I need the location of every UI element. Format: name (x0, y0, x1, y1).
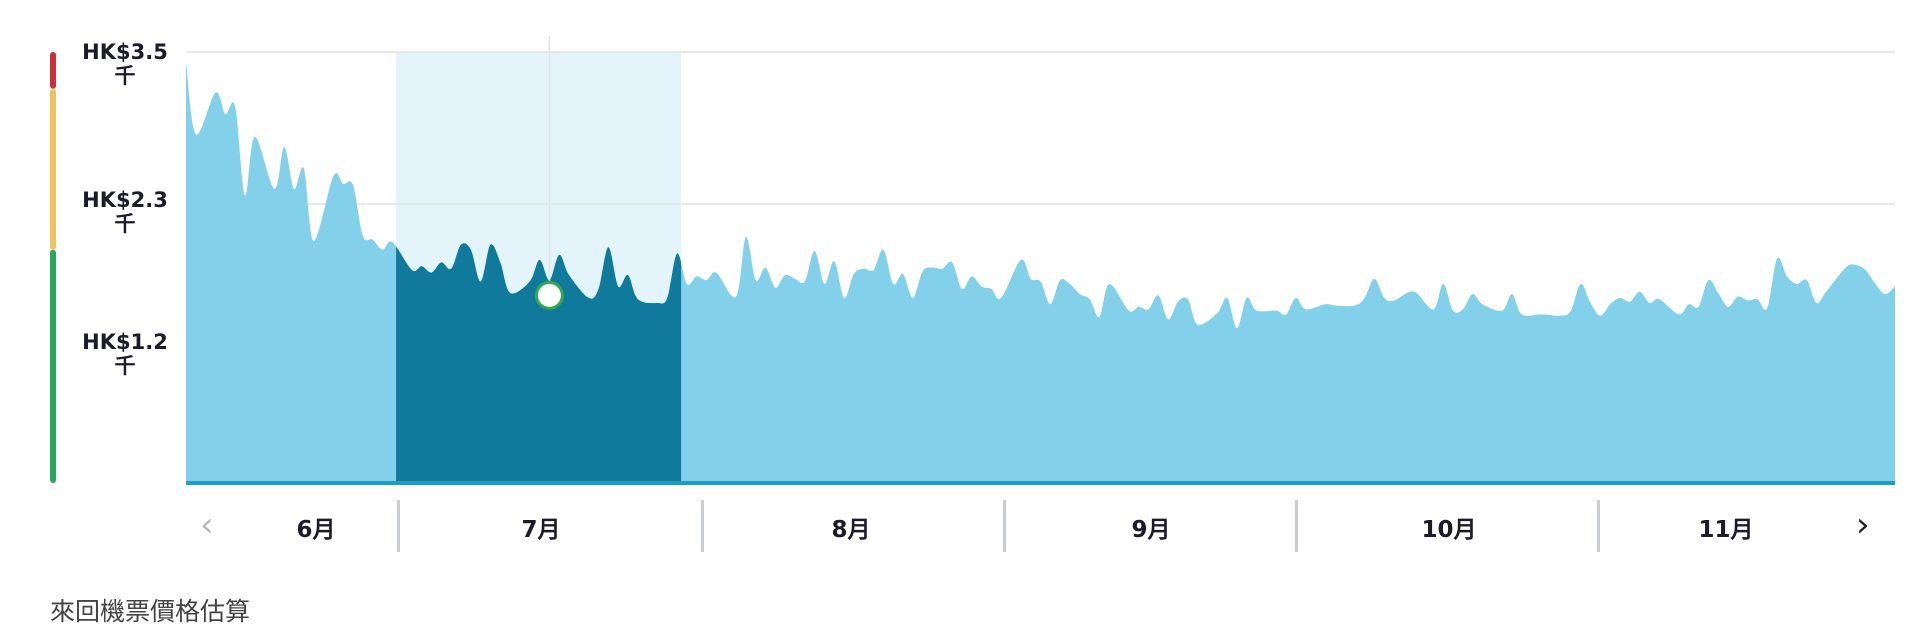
y-tick-label: HK$2.3 (82, 188, 168, 212)
price-band-low (50, 249, 56, 483)
y-tick-1-2: HK$1.2 千 (70, 330, 180, 378)
y-tick-2-3: HK$2.3 千 (70, 188, 180, 236)
month-tab-oct[interactable]: 10月 (1421, 517, 1477, 543)
y-tick-label: HK$3.5 (82, 40, 168, 64)
price-level-bar (50, 52, 56, 483)
price-band-high (50, 52, 56, 89)
y-tick-3-5: HK$3.5 千 (70, 40, 180, 88)
price-band-medium (50, 88, 56, 250)
month-divider (701, 500, 704, 552)
y-tick-unit: 千 (114, 212, 136, 236)
month-divider (1597, 500, 1600, 552)
chevron-right-icon[interactable]: › (1856, 505, 1870, 545)
month-divider (1003, 500, 1006, 552)
month-tab-nov[interactable]: 11月 (1698, 517, 1754, 543)
month-divider (397, 500, 400, 552)
y-tick-label: HK$1.2 (82, 330, 168, 354)
month-tab-jun[interactable]: 6月 (296, 517, 336, 543)
y-tick-unit: 千 (114, 64, 136, 88)
chart-caption: 來回機票價格估算 (50, 597, 251, 626)
selected-price-area[interactable] (186, 62, 1895, 483)
month-divider (1295, 500, 1298, 552)
chevron-left-icon[interactable]: ‹ (200, 505, 214, 545)
month-tab-aug[interactable]: 8月 (831, 517, 871, 543)
month-tab-jul[interactable]: 7月 (521, 517, 561, 543)
selected-point-marker[interactable] (534, 280, 564, 310)
month-tab-sep[interactable]: 9月 (1131, 517, 1171, 543)
y-tick-unit: 千 (114, 354, 136, 378)
